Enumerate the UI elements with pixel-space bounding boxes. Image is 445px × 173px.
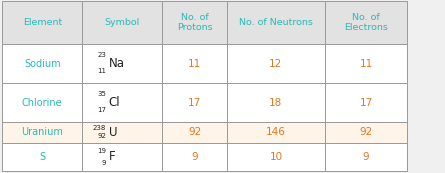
Text: 9: 9 xyxy=(102,160,106,166)
Bar xyxy=(325,83,407,122)
Bar xyxy=(82,122,162,143)
Text: 19: 19 xyxy=(97,148,106,154)
Text: Cl: Cl xyxy=(109,96,120,109)
Text: 11: 11 xyxy=(188,59,201,69)
Bar xyxy=(227,122,325,143)
Text: 10: 10 xyxy=(269,152,283,162)
Text: 11: 11 xyxy=(97,68,106,74)
Bar xyxy=(227,143,325,171)
Bar xyxy=(162,1,227,44)
Text: 17: 17 xyxy=(360,98,372,107)
Bar xyxy=(162,83,227,122)
Text: 35: 35 xyxy=(97,91,106,97)
Bar xyxy=(82,1,162,44)
Bar xyxy=(162,143,227,171)
Text: No. of Neutrons: No. of Neutrons xyxy=(239,18,313,27)
Text: Na: Na xyxy=(109,57,125,70)
Text: Element: Element xyxy=(23,18,62,27)
Text: 11: 11 xyxy=(360,59,372,69)
Text: Sodium: Sodium xyxy=(24,59,61,69)
Bar xyxy=(325,143,407,171)
Bar xyxy=(325,44,407,83)
Bar xyxy=(82,44,162,83)
Text: 238: 238 xyxy=(93,125,106,131)
Bar xyxy=(82,83,162,122)
Bar xyxy=(2,44,82,83)
Bar xyxy=(2,143,82,171)
Bar xyxy=(325,1,407,44)
Bar xyxy=(2,122,82,143)
Text: F: F xyxy=(109,151,115,163)
Text: U: U xyxy=(109,126,117,139)
Text: 17: 17 xyxy=(188,98,201,107)
Text: 92: 92 xyxy=(188,127,201,137)
Text: S: S xyxy=(39,152,45,162)
Bar xyxy=(82,143,162,171)
Text: 18: 18 xyxy=(269,98,283,107)
Bar xyxy=(227,83,325,122)
Text: 23: 23 xyxy=(97,52,106,58)
Text: No. of
Protons: No. of Protons xyxy=(177,13,213,32)
Bar xyxy=(325,122,407,143)
Text: Symbol: Symbol xyxy=(105,18,140,27)
Bar xyxy=(227,1,325,44)
Bar xyxy=(2,83,82,122)
Text: Chlorine: Chlorine xyxy=(22,98,63,107)
Text: 9: 9 xyxy=(191,152,198,162)
Bar xyxy=(162,122,227,143)
Text: 12: 12 xyxy=(269,59,283,69)
Bar xyxy=(2,1,82,44)
Text: 9: 9 xyxy=(363,152,369,162)
Text: Uranium: Uranium xyxy=(21,127,63,137)
Bar xyxy=(162,44,227,83)
Text: 92: 92 xyxy=(360,127,372,137)
Bar xyxy=(227,44,325,83)
Text: No. of
Electrons: No. of Electrons xyxy=(344,13,388,32)
Text: 92: 92 xyxy=(97,134,106,139)
Text: 17: 17 xyxy=(97,107,106,113)
Text: 146: 146 xyxy=(266,127,286,137)
